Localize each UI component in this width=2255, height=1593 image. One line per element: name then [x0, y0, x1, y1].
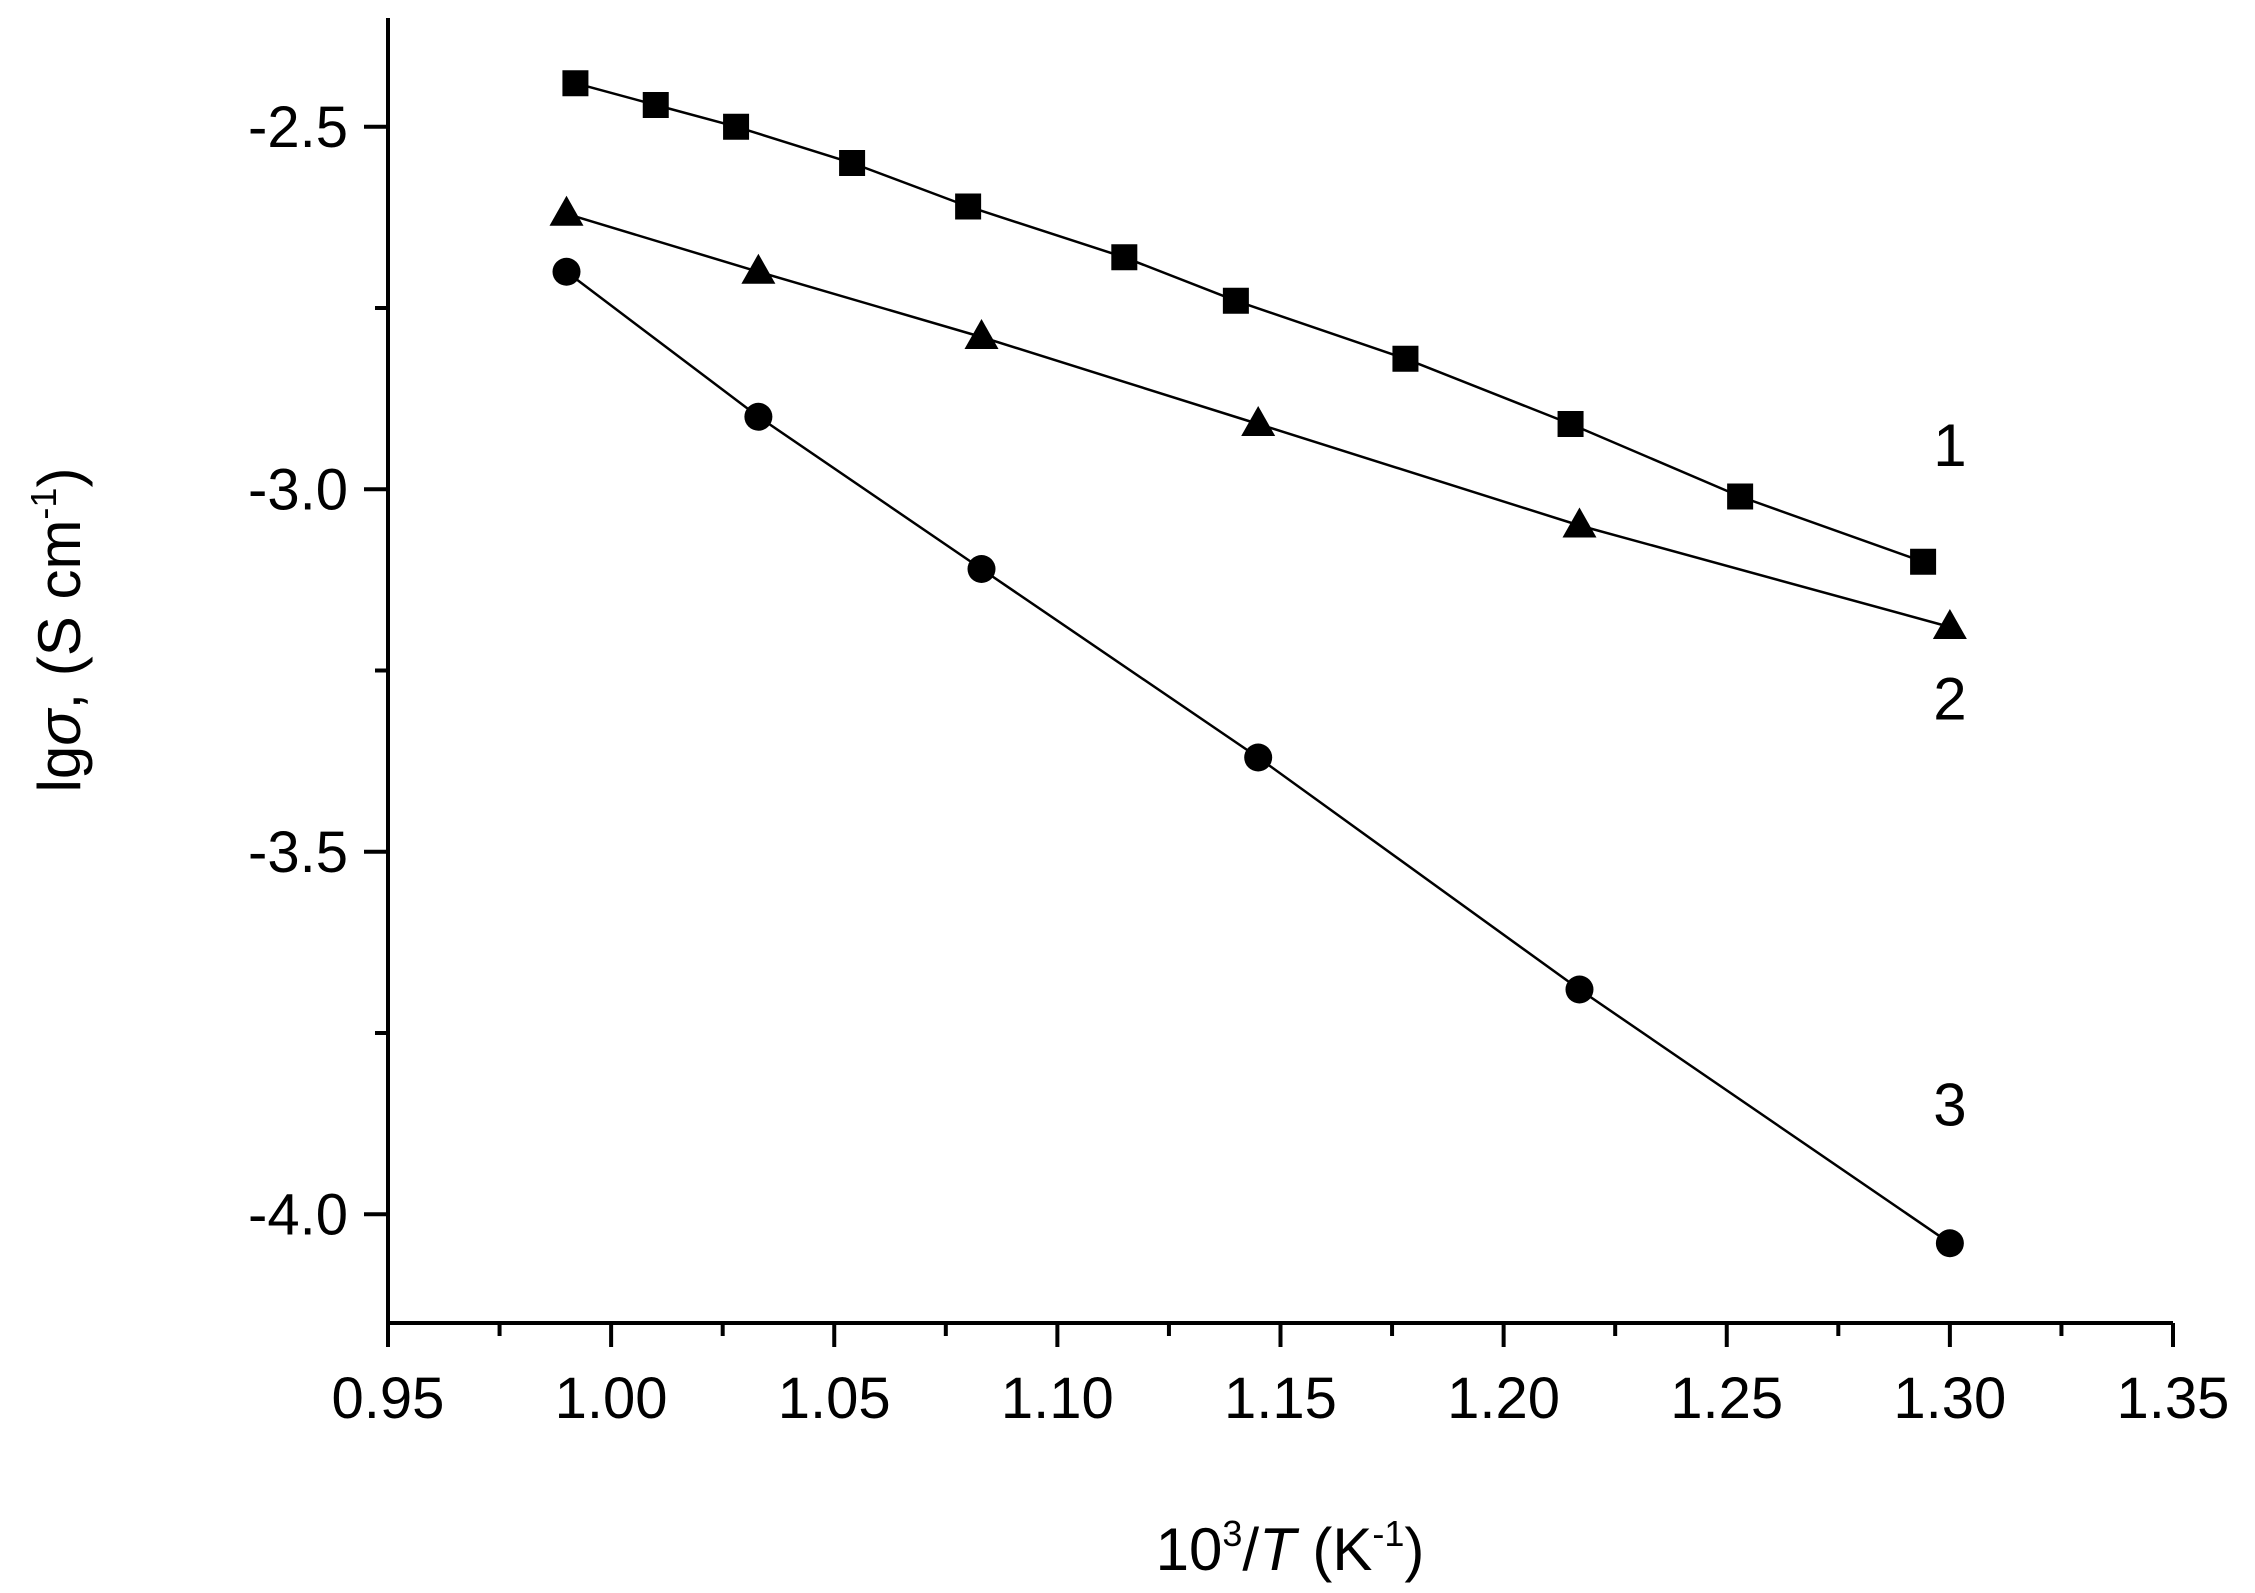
- x-tick-label: 1.35: [2117, 1366, 2230, 1431]
- y-tick-label: -3.0: [248, 457, 348, 522]
- series-1-point: [642, 92, 669, 118]
- series-3-point: [1935, 1229, 1964, 1258]
- series-1-point: [1727, 483, 1754, 510]
- x-tick-label: 1.15: [1224, 1366, 1337, 1431]
- series-2-line: [566, 212, 1951, 629]
- series-3-point: [1565, 975, 1594, 1004]
- series-2-point: [741, 253, 776, 284]
- series-2-point: [1932, 609, 1967, 639]
- x-tick-label: 1.30: [1893, 1366, 2006, 1431]
- series-2-point: [549, 195, 584, 226]
- x-axis-title: 103/T (K-1): [1156, 1513, 1425, 1583]
- x-tick-label: 0.95: [332, 1366, 445, 1431]
- series-2-point: [1562, 507, 1597, 538]
- y-tick-label: -2.5: [248, 95, 348, 160]
- series-1-line: [575, 81, 1924, 563]
- series-1-point: [839, 150, 866, 176]
- series-3-point: [967, 555, 996, 583]
- series-3-point: [1244, 743, 1273, 772]
- series-1-point: [562, 70, 589, 97]
- y-tick-label: -4.0: [248, 1182, 348, 1247]
- series-1-point: [1910, 548, 1937, 575]
- x-tick-label: 1.00: [555, 1366, 668, 1431]
- y-axis-title: lgσ, (S cm-1): [23, 468, 93, 793]
- series-1-point: [1222, 287, 1249, 314]
- plot-area: 0.95 1.00 1.05 1.10 1.15 1.20 1.25 1.30 1.35 -2.5…: [248, 18, 2229, 1431]
- x-tick-label: 1.10: [1001, 1366, 1114, 1431]
- series-2-point: [964, 319, 999, 349]
- series-label-2: 2: [1933, 666, 1966, 733]
- series-1-point: [1111, 244, 1138, 271]
- series-3-line: [565, 270, 1951, 1245]
- y-tick-label: -3.5: [248, 820, 348, 885]
- x-tick-label: 1.05: [778, 1366, 891, 1431]
- series-3-point: [744, 402, 773, 431]
- series-3-point: [552, 257, 581, 286]
- x-tick-label: 1.20: [1447, 1366, 1560, 1431]
- series-1-point: [955, 193, 982, 220]
- x-tick-label: 1.25: [1670, 1366, 1783, 1431]
- series-2-point: [1241, 406, 1276, 436]
- series-1-point: [1392, 345, 1419, 372]
- series-1-point: [1557, 411, 1584, 437]
- series-label-3: 3: [1933, 1072, 1966, 1139]
- series-label-1: 1: [1933, 412, 1966, 479]
- series-1-point: [723, 113, 750, 140]
